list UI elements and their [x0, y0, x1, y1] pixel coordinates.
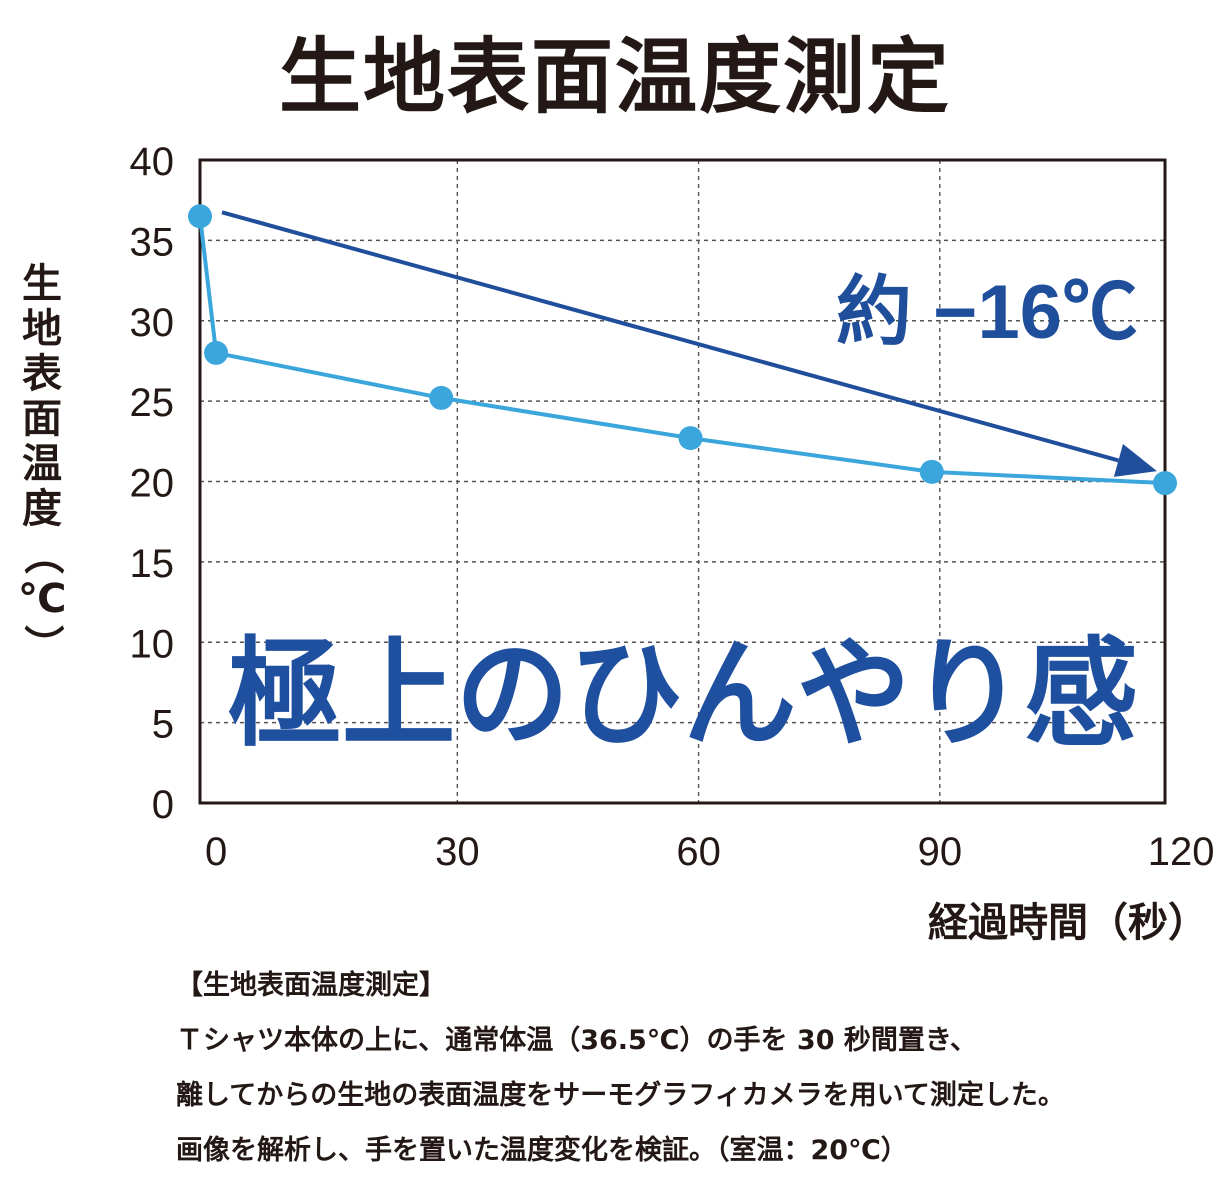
y-axis-label-char: ℃: [18, 576, 67, 622]
x-axis-label: 経過時間（秒）: [928, 900, 1208, 946]
y-tick-label: 10: [130, 622, 175, 666]
series-line: [188, 204, 1177, 496]
y-tick-label: 35: [130, 220, 175, 264]
data-point: [1153, 471, 1177, 496]
data-point: [919, 459, 944, 484]
y-tick-label: 5: [152, 703, 174, 747]
y-axis-label-char: 面: [22, 396, 62, 442]
notes-line: Ｔシャツ本体の上に、通常体温（36.5℃）の手を 30 秒間置き、: [176, 1025, 977, 1056]
trend-arrow-shaft: [221, 210, 1119, 463]
series-line-path: [198, 216, 1166, 486]
method-notes: 【生地表面温度測定】 Ｔシャツ本体の上に、通常体温（36.5℃）の手を 30 秒…: [176, 958, 1065, 1178]
notes-heading: 【生地表面温度測定】: [176, 970, 446, 1001]
arrow-annotation: 約 −16℃: [836, 270, 1138, 355]
x-tick-label: 0: [205, 830, 227, 874]
x-tick-label: 30: [435, 830, 480, 874]
y-axis-label-char: 生: [22, 261, 62, 307]
y-tick-labels: 0 5 10 15 20 25 30 35 40: [130, 140, 175, 827]
x-tick-label: 90: [918, 830, 963, 874]
y-axis-label: 生地表面温度（℃）: [18, 262, 66, 667]
trend-arrow: [221, 210, 1157, 477]
headline-annotation: 極上のひんやり感: [228, 625, 1138, 763]
y-tick-label: 15: [130, 542, 175, 586]
x-tick-label: 60: [676, 830, 721, 874]
y-axis-label-char: 地: [22, 306, 62, 352]
y-tick-label: 20: [130, 462, 175, 506]
notes-line: 離してからの生地の表面温度をサーモグラフィカメラを用いて測定した。: [176, 1080, 1065, 1111]
y-axis-label-char: 度: [22, 486, 62, 532]
data-point: [188, 204, 212, 229]
y-tick-label: 30: [130, 301, 175, 345]
y-tick-label: 40: [130, 140, 175, 184]
notes-line: 画像を解析し、手を置いた温度変化を検証。（室温：20℃）: [176, 1135, 908, 1166]
y-axis-label-char: ）: [19, 624, 66, 665]
y-tick-label: 0: [152, 783, 174, 827]
x-tick-labels: 0 30 60 90 120: [205, 830, 1215, 874]
grid-lines: [200, 160, 1165, 803]
y-tick-label: 25: [130, 381, 175, 425]
data-point: [429, 385, 454, 410]
data-point: [204, 340, 229, 365]
page-title: 生地表面温度測定: [278, 30, 951, 125]
data-point: [678, 426, 703, 451]
y-axis-label-char: 温: [22, 441, 62, 487]
trend-arrow-head: [1113, 444, 1157, 477]
y-axis-label-text: 生地表面温度（℃）: [18, 262, 66, 667]
y-axis-label-char: 表: [22, 351, 62, 397]
x-tick-label: 120: [1148, 830, 1215, 874]
y-axis-label-char: （: [19, 534, 66, 575]
